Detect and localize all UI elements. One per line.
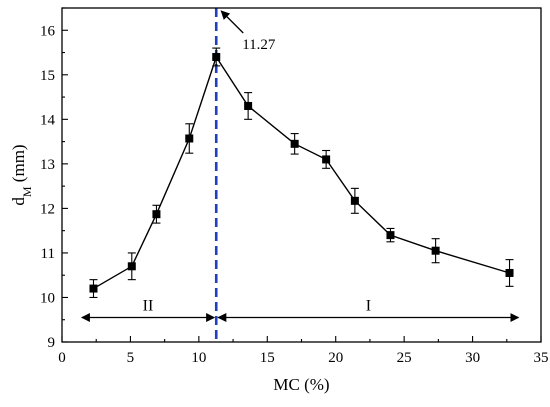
regions-layer: II I (80, 298, 520, 323)
data-point (152, 210, 161, 219)
x-tick-label: 15 (260, 350, 275, 366)
data-point (505, 268, 514, 277)
data-point (431, 246, 440, 255)
reference-pointer-arrow (220, 10, 244, 34)
x-tick-label: 35 (534, 350, 549, 366)
series-layer (89, 47, 514, 299)
y-axis-title-unit: (mm) (9, 144, 28, 186)
y-axis-title: dM (mm) (9, 144, 34, 205)
x-tick-label: 5 (127, 350, 135, 366)
y-tick-label: 16 (40, 23, 56, 39)
x-tick-label: 30 (465, 350, 480, 366)
region-label: II (143, 298, 154, 315)
y-axis: 9 10 11 12 13 14 15 16 (40, 7, 68, 351)
reference-line-label: 11.27 (242, 37, 276, 53)
y-tick-label: 15 (40, 68, 55, 84)
x-tick-label: 10 (191, 350, 206, 366)
x-axis: 0 5 10 15 20 25 30 35 (58, 336, 549, 366)
y-tick-label: 14 (40, 112, 56, 128)
data-point (127, 262, 136, 271)
region-label: I (366, 298, 371, 315)
x-axis-title: MC (%) (273, 375, 329, 394)
data-point (89, 284, 98, 293)
data-point (350, 196, 359, 205)
data-point (290, 139, 299, 148)
y-axis-title-subscript: M (20, 186, 34, 197)
data-point (244, 101, 253, 110)
data-point (185, 134, 194, 143)
y-tick-label: 11 (41, 246, 55, 262)
data-point (212, 52, 221, 61)
y-tick-label: 13 (40, 157, 55, 173)
plot-frame (61, 7, 542, 343)
y-tick-label: 9 (48, 335, 56, 351)
x-tick-label: 0 (58, 350, 66, 366)
annotations-layer: 11.27 (214, 8, 276, 342)
y-tick-label: 12 (40, 201, 55, 217)
axes: 0 5 10 15 20 25 30 35 9 10 11 12 13 14 15 16 (40, 7, 549, 366)
y-axis-title-main: d (9, 197, 28, 206)
series-line (93, 55, 510, 290)
y-tick-label: 10 (40, 290, 55, 306)
data-point (386, 231, 395, 240)
x-tick-label: 25 (397, 350, 412, 366)
x-tick-label: 20 (328, 350, 343, 366)
data-point (322, 155, 331, 164)
